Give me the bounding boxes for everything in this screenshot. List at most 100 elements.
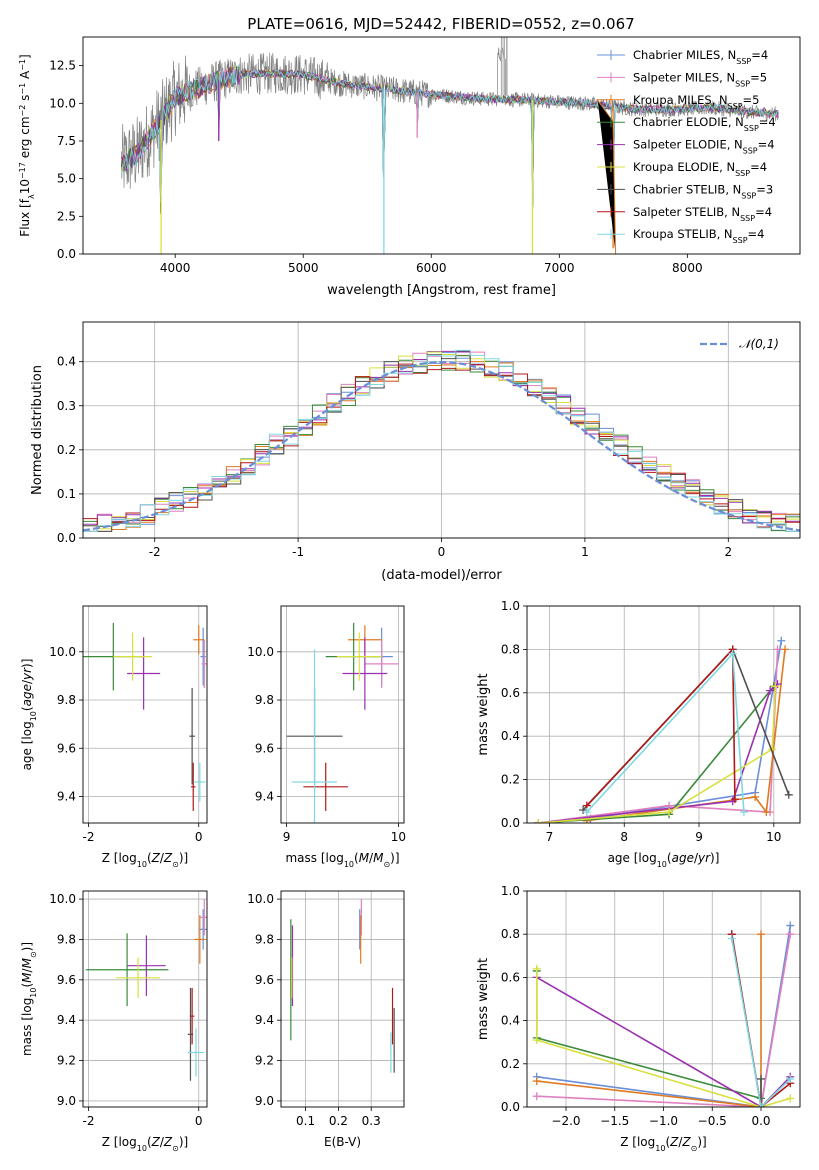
x-tick-label: −2.0 (551, 1114, 580, 1128)
legend-label: Kroupa ELODIE, NSSP=4 (633, 160, 767, 178)
label-part: Z [ (102, 1135, 119, 1149)
legend-label: Kroupa MILES, NSSP=5 (633, 93, 759, 111)
axes-frame (82, 36, 801, 255)
x-tick-label: 8 (620, 830, 628, 844)
legend-sub: SSP (733, 236, 748, 245)
legend-label: Kroupa STELIB, NSSP=4 (633, 227, 764, 245)
y-tick-label: 12.5 (49, 59, 76, 73)
label-part: erg cm (18, 116, 32, 162)
label-part: ( (665, 1135, 670, 1149)
axes-frame (526, 605, 801, 824)
weight-line-5 (538, 686, 777, 823)
y-tick-label: 10.0 (49, 96, 76, 110)
model-spectrum-8 (121, 63, 779, 209)
label-part: Z (151, 1135, 161, 1149)
model-spectrum-6 (121, 65, 779, 215)
label-part: −1 (18, 59, 27, 71)
weight-line-8 (586, 651, 745, 813)
x-tick-label: -2 (149, 545, 161, 559)
y-tick-label: 0.0 (57, 531, 76, 545)
label-part: / (20, 967, 34, 972)
label-part: yr (697, 851, 711, 865)
y-tick-label: 9.8 (255, 693, 274, 707)
legend-text: Chabrier MILES, N (633, 48, 736, 62)
weight-marker (757, 930, 765, 939)
weight-line-8 (731, 938, 791, 1107)
label-part: M (373, 851, 384, 865)
label-part: M (359, 851, 370, 865)
label-part: ⊙ (29, 951, 38, 958)
weight-marker (757, 1103, 765, 1107)
y-tick-label: 0.8 (501, 927, 520, 941)
axes-frame (82, 605, 208, 824)
label-part: 10 (655, 1144, 665, 1153)
plot-area (83, 349, 800, 538)
legend-sub: SSP (744, 124, 759, 133)
y-tick-label: 9.8 (57, 932, 76, 946)
legend-label: Salpeter MILES, NSSP=5 (633, 70, 767, 88)
label-part: Z (163, 1135, 173, 1149)
label-part: Z (151, 851, 161, 865)
label-part: age [ (20, 740, 34, 771)
axes-massweight_vs_Z: −2.0 −1.5 −1.0 −0.5 0.0 0.0 0.2 0.4 0.6 0.8 1.0 Z [… (476, 884, 801, 1153)
x-tick-label: 0.1 (296, 1114, 315, 1128)
y-tick-label: 1.0 (501, 599, 520, 613)
plot-area (83, 622, 207, 811)
legend-text: Kroupa STELIB, N (633, 227, 733, 241)
legend-label: Chabrier STELIB, NSSP=3 (633, 182, 773, 200)
y-tick-label: 0.0 (501, 816, 520, 830)
label-part: )] (390, 851, 399, 865)
label-part: 10 (137, 1144, 147, 1153)
label-part: 10 (29, 988, 38, 998)
y-tick-label: 9.8 (255, 932, 274, 946)
label-part: 10 (657, 860, 667, 869)
y-axis-label: Normed distribution (30, 365, 45, 495)
legend-text: Salpeter ELODIE, N (633, 138, 743, 152)
legend-text: Salpeter MILES, N (633, 70, 735, 84)
x-tick-label: 10 (766, 830, 781, 844)
label-part: mass [ (285, 851, 325, 865)
weight-marker (757, 1074, 765, 1083)
label-part: ⊙ (172, 1144, 179, 1153)
label-part: / (678, 1135, 683, 1149)
x-axis-label: (data-model)/error (381, 568, 502, 583)
y-tick-label: 9.0 (255, 1094, 274, 1108)
y-axis-label: age [log10(age/yr)] (20, 659, 38, 771)
y-axis-label: mass [log10(M/M⊙)] (20, 942, 38, 1056)
legend-sub: SSP (741, 191, 756, 200)
x-axis-label: Z [log10(Z/Z⊙)] (102, 1135, 188, 1153)
axes-mass_vs_EBV: 0.1 0.2 0.3 9.0 9.2 9.4 9.6 9.8 10.0 E(B-V) (247, 890, 405, 1149)
label-part: Z (681, 1135, 691, 1149)
x-tick-label: 6000 (416, 261, 447, 275)
label-part: / (20, 679, 34, 684)
y-axis-label: mass weight (476, 958, 491, 1040)
legend-sub: SSP (735, 169, 750, 178)
x-tick-label: 0 (195, 1114, 203, 1128)
plot-area (286, 622, 399, 823)
y-tick-label: 0.4 (501, 729, 520, 743)
y-tick-label: 9.6 (255, 973, 274, 987)
label-part: Z (669, 1135, 679, 1149)
weight-marker (751, 792, 760, 801)
weight-marker (762, 808, 771, 817)
legend-text: Kroupa MILES, N (633, 93, 728, 107)
y-tick-label: 0.8 (501, 642, 520, 656)
weight-marker (532, 1036, 541, 1045)
y-tick-label: 0.4 (57, 355, 76, 369)
y-tick-label: 0.1 (57, 487, 76, 501)
legend-text: =4 (755, 205, 772, 219)
weight-marker (532, 1092, 541, 1101)
plot-area (85, 899, 207, 1081)
x-tick-label: 8000 (672, 261, 703, 275)
weight-marker (582, 808, 591, 817)
x-tick-label: 7 (546, 830, 554, 844)
label-part: M (20, 957, 34, 968)
x-tick-label: 2 (724, 545, 732, 559)
x-tick-label: 9 (695, 830, 703, 844)
legend-label: Chabrier MILES, NSSP=4 (633, 48, 768, 66)
weight-marker (786, 930, 795, 939)
label-part: )] (179, 1135, 188, 1149)
x-tick-label: 7000 (544, 261, 575, 275)
y-tick-label: 0.0 (57, 247, 76, 261)
